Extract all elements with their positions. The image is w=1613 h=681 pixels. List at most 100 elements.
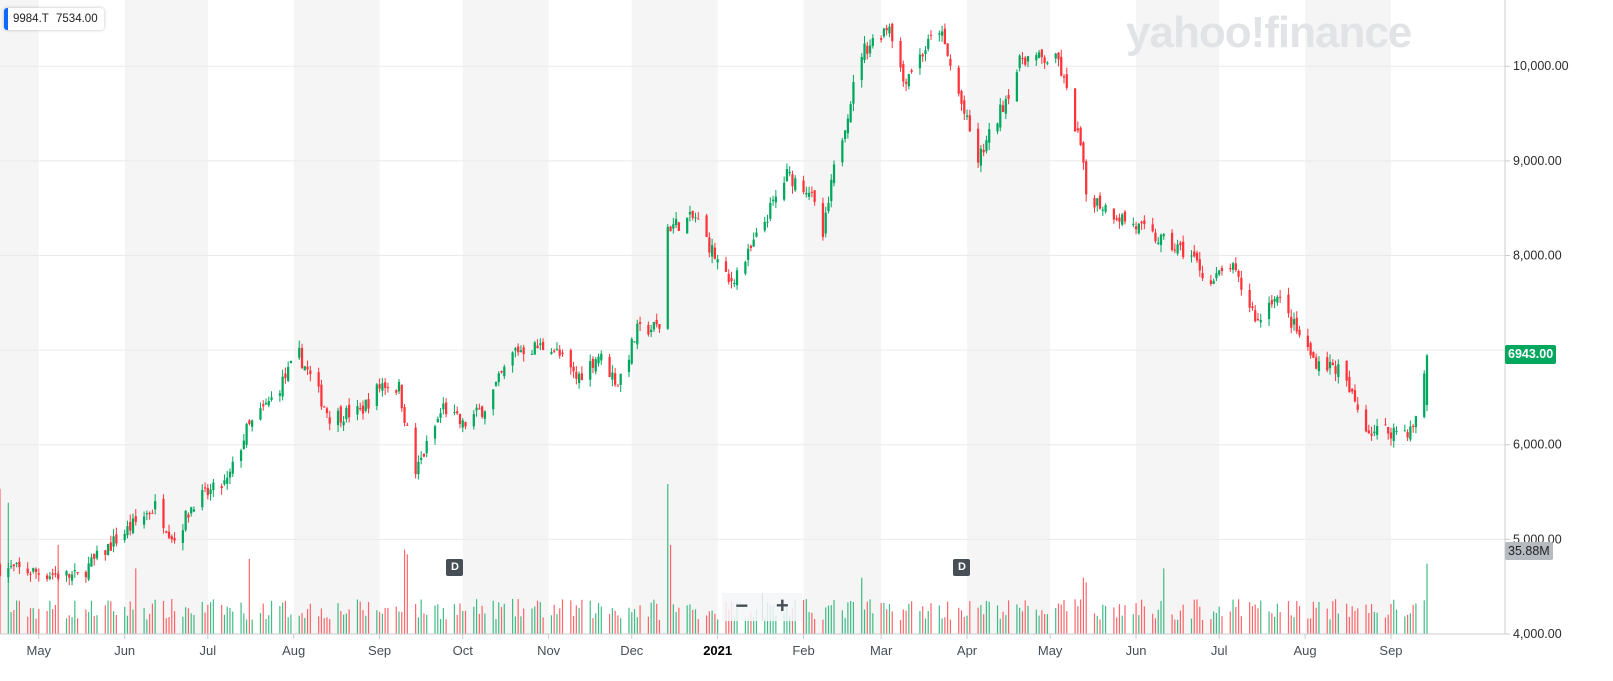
- candle-body: [849, 104, 852, 123]
- volume-bar: [711, 610, 713, 634]
- volume-bar: [1249, 602, 1251, 634]
- candle-body: [910, 70, 913, 72]
- candle-body: [500, 370, 503, 373]
- volume-bar: [694, 609, 697, 634]
- volume-bar: [614, 610, 616, 634]
- volume-bar: [129, 601, 131, 634]
- candle-body: [1256, 318, 1260, 320]
- volume-bar: [553, 604, 555, 634]
- volume-bar: [226, 606, 228, 634]
- candle-body: [749, 245, 753, 248]
- candle-body: [608, 357, 611, 377]
- candle-body: [533, 342, 536, 355]
- volume-bar: [182, 616, 184, 634]
- volume-bar: [960, 610, 963, 634]
- zoom-out-button[interactable]: −: [722, 593, 762, 621]
- volume-bar: [949, 619, 952, 634]
- candle-body: [309, 370, 312, 374]
- candle-body: [999, 104, 1002, 128]
- volume-bar: [18, 600, 20, 634]
- volume-bar: [708, 611, 710, 634]
- candle-body: [517, 346, 520, 353]
- dividend-marker[interactable]: D: [446, 559, 464, 576]
- volume-bar: [387, 607, 389, 634]
- candle-body: [1170, 232, 1174, 250]
- volume-bar: [1024, 600, 1026, 634]
- volume-bar: [190, 613, 192, 634]
- last-price-badge: 6943.00: [1505, 345, 1557, 364]
- volume-bar: [1318, 601, 1320, 634]
- candle-body: [1234, 263, 1237, 271]
- volume-bar: [1182, 604, 1184, 634]
- candle-body: [1309, 343, 1312, 356]
- candle-body: [1079, 127, 1082, 146]
- volume-bar: [1177, 619, 1179, 634]
- candle-body: [367, 399, 370, 409]
- x-tick-label: Jun: [1126, 643, 1147, 658]
- volume-bar: [636, 617, 638, 634]
- volume-bar: [162, 600, 165, 634]
- volume-bar: [678, 607, 680, 634]
- volume-bar: [27, 616, 29, 634]
- candle-body: [530, 353, 534, 355]
- volume-bar: [930, 603, 932, 634]
- candle-body: [278, 393, 281, 396]
- volume-bar: [653, 599, 655, 634]
- volume-bar: [886, 609, 888, 634]
- candle-body: [328, 417, 331, 424]
- volume-bar: [193, 614, 195, 634]
- candle-body: [866, 45, 869, 54]
- candle-body: [511, 352, 514, 366]
- volume-bar: [384, 607, 386, 634]
- volume-bar: [38, 609, 40, 634]
- volume-bar: [1082, 577, 1085, 634]
- volume-bar: [1271, 613, 1273, 634]
- candle-body: [852, 82, 855, 104]
- candle-body: [713, 247, 717, 259]
- volume-bar: [290, 614, 292, 634]
- zoom-in-button[interactable]: +: [761, 593, 802, 621]
- volume-bar: [320, 608, 323, 634]
- dividend-marker[interactable]: D: [953, 559, 971, 576]
- candle-body: [1026, 56, 1030, 62]
- candle-body: [192, 509, 196, 512]
- candle-body: [960, 91, 963, 104]
- volume-bar: [143, 608, 145, 634]
- candle-body: [1001, 105, 1005, 113]
- volume-bar: [88, 612, 90, 634]
- volume-bar: [426, 614, 428, 634]
- series-legend[interactable]: 9984.T 7534.00: [4, 8, 104, 30]
- volume-bar: [1221, 616, 1223, 634]
- candle-body: [1259, 320, 1262, 323]
- volume-bar: [464, 610, 467, 634]
- volume-bar: [337, 603, 339, 634]
- volume-bar: [811, 612, 813, 634]
- volume-bar: [262, 603, 264, 634]
- volume-bar: [902, 609, 904, 634]
- volume-bar: [880, 603, 882, 634]
- volume-bar: [628, 607, 630, 634]
- candle-body: [472, 414, 475, 427]
- candle-body: [109, 542, 112, 551]
- candle-body: [868, 45, 872, 54]
- candle-body: [985, 140, 988, 152]
- volume-bar: [395, 606, 397, 634]
- volume-bar: [151, 603, 153, 634]
- candle-body: [298, 347, 301, 358]
- candle-body: [1403, 430, 1406, 432]
- volume-bar: [1254, 604, 1256, 634]
- volume-bar: [93, 615, 95, 634]
- volume-bar: [1293, 617, 1295, 634]
- candle-body: [458, 413, 462, 424]
- candle-body: [988, 129, 991, 143]
- volume-bar: [104, 605, 106, 634]
- candle-body: [555, 348, 559, 350]
- volume-bar: [246, 619, 248, 634]
- volume-bar: [592, 618, 594, 634]
- volume-bar: [251, 619, 253, 634]
- volume-bar: [559, 608, 561, 634]
- candle-body: [284, 373, 287, 379]
- volume-bar: [1240, 616, 1242, 634]
